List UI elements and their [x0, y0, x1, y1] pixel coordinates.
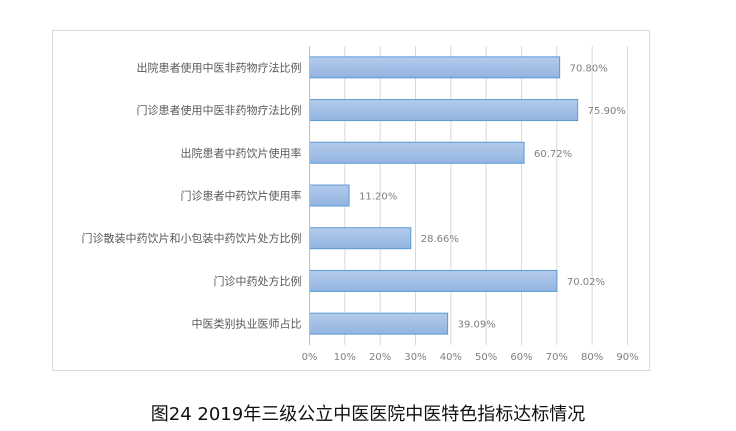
x-tick-label: 60%	[510, 352, 532, 363]
category-label: 出院患者使用中医非药物疗法比例	[137, 60, 302, 74]
x-tick-label: 10%	[334, 352, 356, 363]
category-label: 门诊患者使用中医非药物疗法比例	[137, 103, 302, 117]
x-tick-label: 30%	[404, 352, 426, 363]
x-tick-label: 40%	[440, 352, 462, 363]
data-label: 28.66%	[421, 234, 459, 245]
category-label: 出院患者中药饮片使用率	[181, 146, 302, 160]
bar	[309, 312, 449, 335]
bar	[309, 227, 412, 250]
bar	[309, 269, 558, 292]
x-tick-label: 0%	[302, 352, 318, 363]
data-label: 70.80%	[570, 63, 608, 74]
chart-title: 图24 2019年三级公立中医医院中医特色指标达标情况	[150, 404, 586, 425]
data-label: 75.90%	[588, 106, 626, 117]
category-label: 门诊中药处方比例	[214, 274, 302, 288]
data-label: 60.72%	[534, 149, 572, 160]
x-tick-label: 70%	[546, 352, 568, 363]
bar	[309, 184, 350, 207]
x-tick-label: 80%	[581, 352, 603, 363]
category-label: 门诊散装中药饮片和小包装中药饮片处方比例	[82, 231, 302, 245]
bar	[309, 141, 525, 164]
data-label: 70.02%	[567, 277, 605, 288]
data-label: 39.09%	[458, 320, 496, 331]
x-tick-label: 20%	[369, 352, 391, 363]
data-label: 11.20%	[359, 192, 397, 203]
bar	[309, 99, 579, 122]
chart-frame	[52, 30, 650, 371]
category-label: 门诊患者中药饮片使用率	[181, 189, 302, 203]
bar	[309, 56, 561, 79]
category-label: 中医类别执业医师占比	[192, 317, 302, 331]
x-tick-label: 90%	[616, 352, 638, 363]
x-tick-label: 50%	[475, 352, 497, 363]
